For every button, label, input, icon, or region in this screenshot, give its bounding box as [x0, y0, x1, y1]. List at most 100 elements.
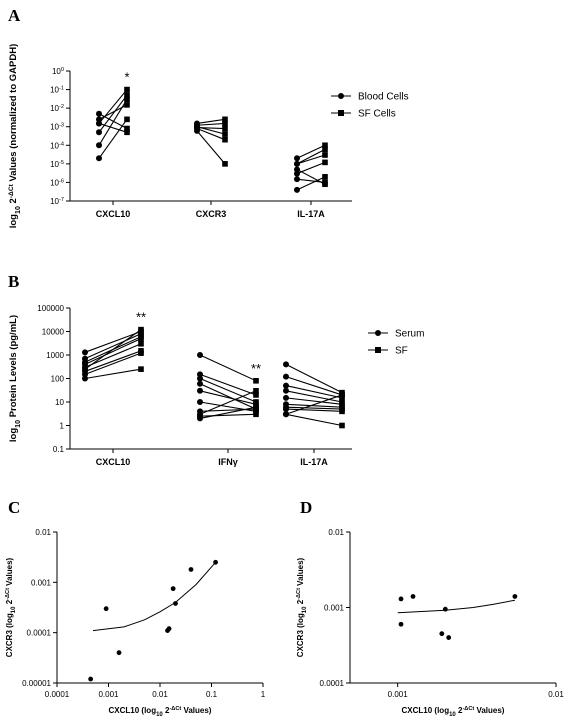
- legend-marker-1: [375, 347, 381, 353]
- y-tick-label-4: 1000: [46, 351, 64, 360]
- x-tick-label-0: 0.001: [388, 690, 409, 699]
- y-axis-title-sub: 10: [11, 606, 17, 613]
- point-1: [103, 606, 109, 612]
- point-serum-1-1: [197, 371, 203, 378]
- point-sf-1-1: [253, 392, 259, 398]
- x-tick-label-3: 0.1: [206, 690, 218, 699]
- y-axis-title-p0: log: [8, 428, 19, 442]
- pair-line-0-1: [84, 352, 142, 375]
- point-blood-cells-0-2: [96, 116, 102, 123]
- point-sf-1-9: [253, 387, 259, 394]
- x-axis-title-p0: CXCL10 (log: [109, 706, 157, 715]
- y-tick-label-6: 100000: [37, 304, 64, 313]
- point-serum-1-2: [197, 375, 203, 382]
- y-tick-label-1: 0.001: [324, 604, 345, 613]
- y-tick-label-0: 0.00001: [22, 679, 51, 688]
- y-axis-title-p4: Values): [5, 557, 14, 588]
- point-2: [410, 594, 416, 599]
- pair-line-1-0: [196, 118, 226, 124]
- y-tick-label-0: 0.0001: [320, 679, 345, 688]
- pair-line-1-1: [199, 373, 257, 396]
- point-sf-1-4: [253, 401, 259, 408]
- point-serum-0-0: [82, 375, 88, 382]
- y-tick-base-4: 10: [50, 123, 59, 132]
- point-serum-2-3: [283, 387, 289, 394]
- pair-line-0-1: [98, 89, 128, 124]
- legend-label-0: Serum: [395, 329, 424, 340]
- y-tick-exp-0: -7: [59, 197, 64, 203]
- point-4: [442, 606, 448, 612]
- legend-label-1: SF Cells: [358, 109, 396, 120]
- point-sf-cells-0-4: [124, 129, 130, 136]
- point-sf-cells-2-4: [322, 174, 328, 180]
- significance-annotation-0: **: [136, 310, 146, 325]
- pair-line-2-0: [296, 144, 326, 159]
- point-0: [88, 676, 94, 682]
- pair-line-2-5: [296, 168, 326, 185]
- point-blood-cells-0-5: [96, 129, 102, 136]
- point-sf-cells-2-6: [322, 146, 328, 153]
- point-3: [439, 631, 445, 637]
- y-tick-label-3: 100: [51, 375, 65, 384]
- point-serum-2-9: [283, 404, 289, 411]
- pair-line-0-7: [84, 330, 142, 353]
- pair-line-0-2: [84, 350, 142, 372]
- y-axis-title: log10 2-ΔCt Values (normalized to GAPDH): [8, 44, 23, 229]
- point-sf-cells-0-1: [124, 86, 130, 93]
- x-axis-title-p0: CXCL10 (log: [402, 706, 450, 715]
- pair-line-0-6: [98, 119, 128, 159]
- point-sf-2-8: [339, 392, 345, 398]
- pair-line-0-5: [98, 94, 128, 133]
- y-tick-exp-7: 0: [61, 67, 64, 73]
- point-blood-cells-1-5: [194, 124, 200, 131]
- y-tick-exp-6: -1: [59, 86, 64, 92]
- point-serum-1-0: [197, 352, 203, 358]
- y-axis-title: CXCR3 (log10 2-ΔCt Values): [296, 557, 308, 657]
- pair-line-0-0: [84, 368, 142, 380]
- x-tick-label-4: 1: [261, 690, 266, 699]
- legend-marker-0: [338, 93, 344, 99]
- point-sf-cells-1-3: [222, 136, 228, 143]
- y-tick-label-5: 10000: [42, 328, 65, 337]
- y-axis-title-p4: Values): [296, 557, 305, 588]
- x-tick-label-1: 0.01: [548, 690, 564, 699]
- x-axis-title-p4: Values): [181, 706, 212, 715]
- pair-line-1-8: [199, 406, 257, 419]
- pair-line-2-6: [285, 408, 343, 412]
- y-tick-label-3: 0.01: [35, 528, 51, 537]
- point-sf-cells-2-1: [322, 152, 328, 158]
- pair-line-2-4: [285, 397, 343, 405]
- y-tick-base-1: 10: [50, 178, 59, 187]
- point-blood-cells-0-0: [96, 142, 102, 149]
- point-blood-cells-2-0: [294, 155, 300, 162]
- fit-curve: [397, 599, 515, 614]
- y-tick-label-4: 10-3: [50, 123, 64, 132]
- point-serum-2-2: [283, 382, 289, 389]
- point-serum-2-8: [283, 411, 289, 418]
- point-sf-1-0: [253, 377, 259, 384]
- y-axis-title-p2: 2: [8, 198, 19, 206]
- pair-line-2-1: [296, 154, 326, 165]
- y-tick-label-2: 10-5: [50, 160, 64, 169]
- point-sf-0-3: [138, 340, 144, 347]
- point-sf-cells-0-6: [124, 116, 130, 123]
- point-serum-2-1: [283, 373, 289, 380]
- point-serum-1-3: [197, 380, 203, 387]
- point-sf-cells-0-5: [124, 92, 130, 98]
- point-0: [398, 621, 404, 627]
- point-blood-cells-2-5: [294, 166, 300, 173]
- x-axis-title-p2: 2: [163, 706, 170, 715]
- y-axis-title: CXCR3 (log10 2-ΔCt Values): [5, 557, 17, 657]
- y-tick-label-5: 10-2: [50, 104, 64, 113]
- pair-line-0-6: [84, 333, 142, 360]
- x-axis-title: CXCL10 (log10 2-ΔCt Values): [109, 706, 212, 718]
- pair-line-1-5: [196, 127, 226, 130]
- point-serum-1-5: [197, 399, 203, 405]
- y-axis-title-p0: CXCR3 (log: [296, 613, 305, 657]
- point-sf-cells-2-5: [322, 181, 328, 188]
- y-tick-base-3: 10: [50, 141, 59, 150]
- point-sf-cells-1-2: [222, 131, 228, 137]
